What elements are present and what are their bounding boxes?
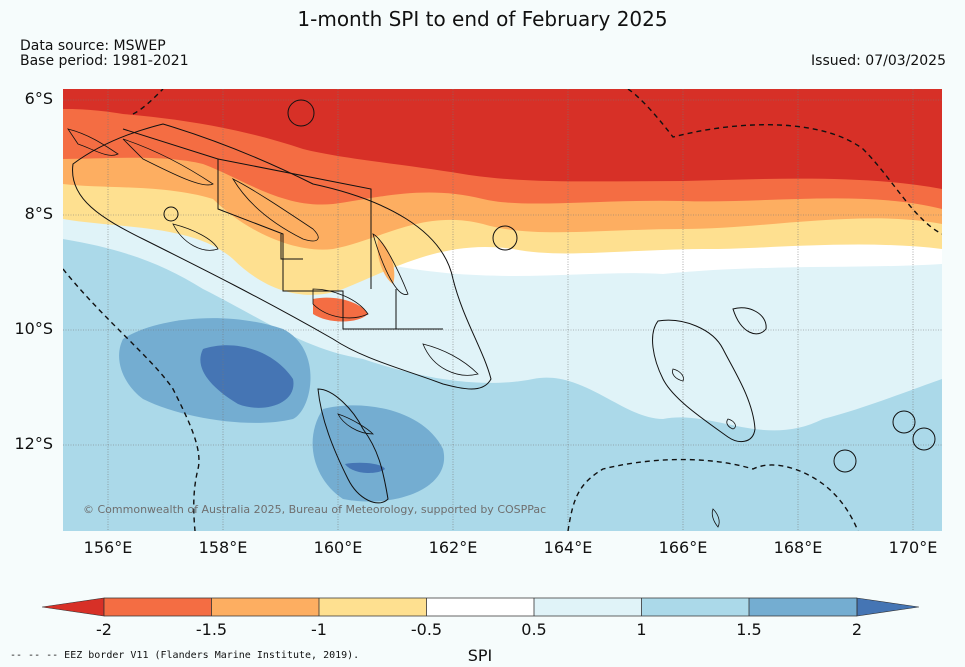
colorbar-segment-6 — [641, 598, 749, 616]
data-source: Data source: MSWEP — [20, 38, 166, 54]
colorbar-tick-neg1-5: -1.5 — [195, 620, 228, 639]
issued-date: Issued: 07/03/2025 — [811, 53, 946, 69]
santa-isabel-coast — [231, 178, 319, 242]
province-box-east — [395, 289, 443, 330]
colorbar-segment-1 — [104, 598, 212, 616]
rennell-boundary — [317, 388, 389, 504]
eez-legend: -- -- -- EEZ border V11 (Flanders Marine… — [10, 650, 360, 661]
lon-label-170e: 170°E — [888, 538, 938, 557]
island-circle-4 — [892, 410, 916, 434]
colorbar-tick-neg1: -1 — [311, 620, 327, 639]
lon-label-166e: 166°E — [658, 538, 708, 557]
spi-map — [63, 89, 942, 531]
moderately-wet-region-south — [312, 405, 445, 502]
vanuatu-island-coast-2 — [726, 418, 736, 430]
colorbar-dividers — [103, 597, 858, 617]
province-boundaries — [72, 99, 936, 504]
base-period: Base period: 1981-2021 — [20, 53, 189, 69]
vanuatu-boundary — [652, 319, 756, 442]
colorbar — [41, 596, 920, 618]
eez-border-south-west — [63, 268, 200, 531]
colorbar-tick-neg0-5: -0.5 — [410, 620, 443, 639]
island-circle-5 — [912, 427, 936, 451]
dry-patch-guadalcanal — [313, 297, 368, 322]
lon-label-168e: 168°E — [773, 538, 823, 557]
vanuatu-island-coast-1 — [672, 368, 684, 382]
lon-label-158e: 158°E — [198, 538, 248, 557]
colorbar-tick-neg2: -2 — [96, 620, 112, 639]
lat-label-8s: 8°S — [24, 204, 53, 223]
dry-patch-malaita — [377, 239, 395, 284]
new-georgia-coast — [172, 223, 219, 251]
lat-label-6s: 6°S — [24, 89, 53, 108]
eez-borders — [63, 89, 942, 531]
colorbar-segment-5 — [534, 598, 642, 616]
lat-label-10s: 10°S — [14, 319, 53, 338]
province-box-inner — [280, 234, 303, 260]
colorbar-segment-gt-2 — [856, 597, 920, 617]
colorbar-svg — [41, 597, 920, 617]
colorbar-tick-1: 1 — [636, 620, 647, 639]
coastlines — [67, 128, 736, 528]
province-box-upper — [217, 158, 372, 289]
copyright-notice: © Commonwealth of Australia 2025, Bureau… — [83, 503, 547, 516]
colorbar-segment-3 — [319, 598, 427, 616]
lon-label-156e: 156°E — [83, 538, 133, 557]
malaita-coast — [372, 233, 409, 295]
island-circle-1 — [287, 99, 315, 127]
makira-coast — [422, 343, 479, 376]
eez-border-png-north — [132, 89, 164, 115]
lon-label-160e: 160°E — [313, 538, 363, 557]
colorbar-segment-lt-2 — [41, 597, 105, 617]
colorbar-tick-1-5: 1.5 — [736, 620, 762, 639]
very-wet-region — [200, 345, 294, 408]
rennell-coast — [337, 413, 374, 435]
lon-label-162e: 162°E — [428, 538, 478, 557]
guadalcanal-coast — [312, 288, 369, 319]
wet-region — [63, 239, 942, 531]
island-circle-2 — [492, 225, 518, 251]
colorbar-label: SPI — [467, 646, 493, 665]
very-wet-patch — [345, 462, 385, 474]
bougainville-coast — [67, 128, 119, 156]
island-circle-3 — [833, 449, 857, 473]
colorbar-segment-2 — [211, 598, 319, 616]
vanuatu-island-coast-3 — [711, 508, 720, 528]
colorbar-segment-4 — [426, 598, 534, 616]
colorbar-tick-0-5: 0.5 — [521, 620, 547, 639]
spi-map-svg — [63, 89, 942, 531]
map-title: 1-month SPI to end of February 2025 — [297, 7, 668, 31]
very-dry-region — [63, 89, 942, 189]
colorbar-segment-7 — [749, 598, 857, 616]
province-box-lines — [122, 128, 396, 330]
lon-label-164e: 164°E — [543, 538, 593, 557]
island-boundary-east — [732, 307, 767, 335]
choiseul-coast — [122, 138, 214, 186]
eez-border-south-east — [567, 458, 859, 531]
island-circle-6 — [163, 206, 179, 222]
solomons-outer-boundary — [72, 123, 492, 390]
colorbar-tick-2: 2 — [851, 620, 863, 639]
lat-label-12s: 12°S — [14, 434, 53, 453]
